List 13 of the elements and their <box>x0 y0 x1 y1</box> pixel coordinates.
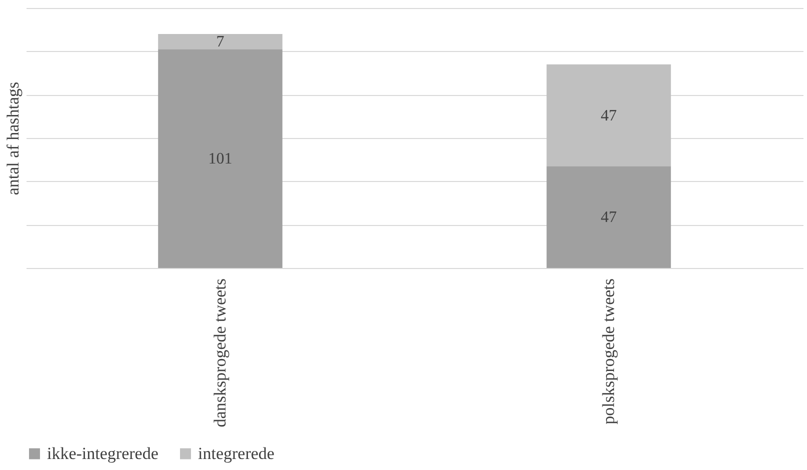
legend-label: integrerede <box>198 444 274 463</box>
x-tick-label: dansksprogede tweets <box>210 278 230 428</box>
bar <box>158 49 282 268</box>
legend-label: ikke-integrerede <box>47 444 158 463</box>
bar <box>546 166 671 268</box>
bar <box>546 64 671 166</box>
y-axis-title: antal af hashtags <box>4 82 22 196</box>
data-label: 101 <box>208 150 232 168</box>
data-label: 47 <box>600 107 617 124</box>
bar <box>158 34 282 50</box>
data-label: 47 <box>600 209 617 226</box>
data-label: 7 <box>216 34 224 51</box>
x-tick-label: polsksprogede tweets <box>598 278 618 424</box>
